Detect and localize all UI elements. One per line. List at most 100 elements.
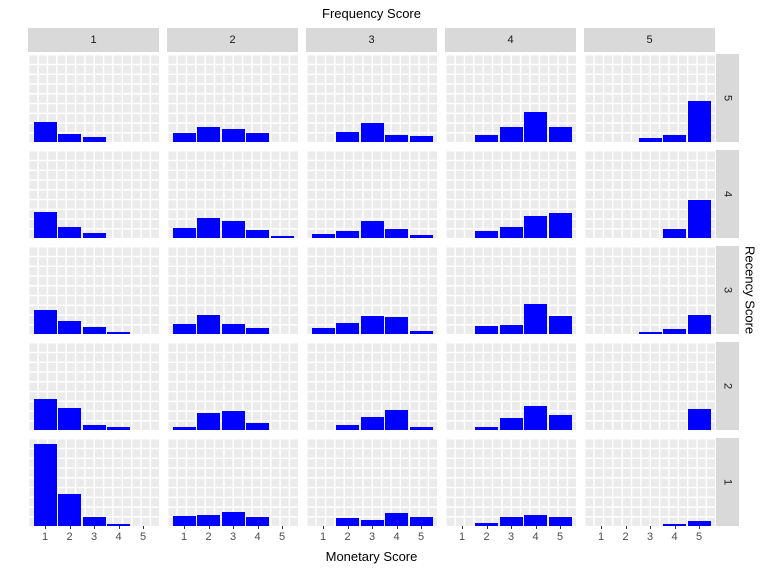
bar xyxy=(663,524,686,526)
bar xyxy=(385,317,408,334)
x-tick-label: 4 xyxy=(393,531,400,543)
bar xyxy=(58,321,81,334)
bar xyxy=(475,523,498,526)
x-tick-mark xyxy=(257,526,259,529)
bar xyxy=(687,315,711,334)
bar xyxy=(548,517,572,526)
panel-recency-5-frequency-1 xyxy=(28,54,159,142)
x-tick-label: 3 xyxy=(507,531,515,543)
x-tick-label: 1 xyxy=(319,531,327,543)
x-tick-mark xyxy=(208,526,210,529)
bar xyxy=(172,516,196,526)
bar xyxy=(663,229,686,238)
x-tick-mark xyxy=(94,526,95,529)
bar xyxy=(548,213,572,238)
bar xyxy=(82,517,106,526)
x-tick-label: 5 xyxy=(417,531,425,543)
bar xyxy=(360,520,384,526)
x-tick-mark xyxy=(118,526,120,529)
x-tick-label: 3 xyxy=(646,531,654,543)
bar xyxy=(687,521,711,526)
panel-recency-4-frequency-2 xyxy=(167,150,298,238)
bar xyxy=(221,221,245,238)
panel-recency-4-frequency-5 xyxy=(584,150,715,238)
bar xyxy=(172,427,196,430)
x-tick-mark xyxy=(323,526,324,529)
x-tick-label: 3 xyxy=(368,531,376,543)
bar xyxy=(409,136,433,142)
bar xyxy=(663,135,686,142)
bar xyxy=(33,444,57,526)
bar xyxy=(663,329,686,334)
y-axis-title-text: Recency Score xyxy=(742,245,758,335)
row-strip-label: 2 xyxy=(721,382,734,390)
column-strip: 1 xyxy=(28,28,159,52)
x-tick-mark xyxy=(69,526,71,529)
bar xyxy=(197,413,220,430)
bar xyxy=(82,233,106,238)
x-tick-label: 1 xyxy=(180,531,188,543)
bar xyxy=(475,231,498,238)
y-axis-title: Recency Score xyxy=(741,54,759,526)
column-strip: 5 xyxy=(584,28,715,52)
bar xyxy=(246,517,269,526)
bar xyxy=(246,328,269,334)
bar xyxy=(524,515,547,526)
column-strip-label: 5 xyxy=(646,34,653,46)
x-tick-mark xyxy=(372,526,373,529)
bar xyxy=(360,123,384,142)
x-tick-label: 4 xyxy=(115,531,122,543)
column-strip-label: 4 xyxy=(507,34,514,46)
row-strip-label: 3 xyxy=(721,286,734,294)
bar xyxy=(172,228,196,238)
bar xyxy=(385,513,408,526)
bar xyxy=(336,425,359,430)
row-strip: 1 xyxy=(716,438,739,526)
x-tick-mark xyxy=(511,526,512,529)
row-strip: 4 xyxy=(716,150,739,238)
x-tick-label: 2 xyxy=(344,531,351,543)
bar xyxy=(499,418,523,430)
panel-recency-1-frequency-2 xyxy=(167,438,298,526)
panel-recency-1-frequency-5 xyxy=(584,438,715,526)
panel-recency-5-frequency-3 xyxy=(306,54,437,142)
bar xyxy=(687,101,711,142)
bar xyxy=(548,316,572,334)
x-tick-label: 2 xyxy=(205,531,212,543)
x-tick-mark xyxy=(233,526,234,529)
x-tick-mark xyxy=(45,526,46,529)
x-tick-mark xyxy=(535,526,537,529)
panel-recency-2-frequency-2 xyxy=(167,342,298,430)
bar xyxy=(221,411,245,430)
bar xyxy=(336,518,359,526)
bar xyxy=(360,316,384,334)
bar xyxy=(638,138,662,142)
x-tick-label: 2 xyxy=(66,531,73,543)
x-tick-label: 5 xyxy=(139,531,147,543)
bar xyxy=(221,324,245,334)
column-strip-label: 3 xyxy=(368,34,375,46)
panel-recency-3-frequency-2 xyxy=(167,246,298,334)
x-tick-mark xyxy=(462,526,463,529)
bar xyxy=(172,324,196,334)
row-strip: 5 xyxy=(716,54,739,142)
bar xyxy=(107,524,130,526)
bar xyxy=(475,326,498,334)
panel-recency-5-frequency-4 xyxy=(445,54,576,142)
bar xyxy=(499,227,523,238)
bar xyxy=(360,221,384,238)
x-tick-label: 4 xyxy=(254,531,261,543)
bar xyxy=(58,227,81,238)
facet-column-title: Frequency Score xyxy=(322,6,421,21)
x-tick-label: 4 xyxy=(671,531,678,543)
x-tick-label: 2 xyxy=(622,531,629,543)
x-tick-label: 5 xyxy=(556,531,564,543)
bar xyxy=(33,212,57,238)
bar xyxy=(246,133,269,142)
x-tick-label: 1 xyxy=(458,531,466,543)
bar xyxy=(58,494,81,526)
panel-recency-5-frequency-2 xyxy=(167,54,298,142)
bar xyxy=(82,327,106,334)
x-tick-mark xyxy=(486,526,488,529)
bar xyxy=(524,304,547,334)
